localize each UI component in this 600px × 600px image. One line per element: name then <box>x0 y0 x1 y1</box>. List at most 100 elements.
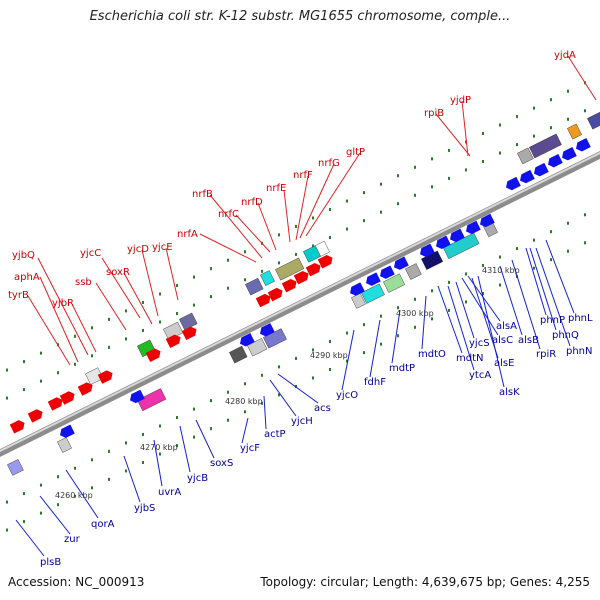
leader-line <box>101 257 141 319</box>
gene-label[interactable]: ssb <box>75 277 92 288</box>
scale-label: 4300 kbp <box>396 309 434 318</box>
gene-label[interactable]: nrfC <box>218 209 239 220</box>
leader-line <box>435 113 471 157</box>
gene-label[interactable]: nrfE <box>266 183 286 194</box>
label-leaders <box>15 55 597 557</box>
gene-label[interactable]: acs <box>314 403 331 414</box>
gene-label[interactable]: aphA <box>14 272 40 283</box>
gene-label[interactable]: yjdP <box>450 95 471 106</box>
tick-dot <box>57 371 59 375</box>
leader-line <box>235 214 271 253</box>
tick-dot <box>414 193 416 197</box>
chromosome-backbone-highlight <box>0 151 600 453</box>
tick-dot <box>550 230 552 234</box>
gene-features <box>7 111 600 476</box>
tick-dot <box>6 500 8 504</box>
gene-label[interactable]: yjcO <box>336 390 358 401</box>
gene-label[interactable]: nrfG <box>318 158 340 169</box>
leader-line <box>305 152 361 237</box>
tick-dot <box>193 275 195 279</box>
gene-label[interactable]: yjcS <box>469 338 490 349</box>
gene-label[interactable]: nrfA <box>177 229 198 240</box>
tick-dot <box>312 348 314 352</box>
gene-label[interactable]: gltP <box>346 147 365 158</box>
gene-label[interactable]: nrfB <box>192 189 213 200</box>
gene-label[interactable]: tyrB <box>8 290 29 301</box>
tick-dot <box>363 323 365 327</box>
gene-label[interactable]: nrfD <box>241 197 263 208</box>
gene-label[interactable]: actP <box>264 429 286 440</box>
gene-label[interactable]: uvrA <box>158 487 181 498</box>
gene-label[interactable]: fdhF <box>364 377 386 388</box>
gene-label[interactable]: yjcB <box>187 473 208 484</box>
gene-label[interactable]: mdtN <box>456 353 484 364</box>
tick-dot <box>567 117 569 121</box>
gene-label[interactable]: yjcF <box>240 443 260 454</box>
gene-label[interactable]: phnL <box>568 313 593 324</box>
gene-label[interactable]: alsE <box>494 358 514 369</box>
gene-label[interactable]: yjbS <box>134 503 155 514</box>
leader-line <box>369 319 381 378</box>
gene-label[interactable]: zur <box>64 534 81 545</box>
gene-label[interactable]: rpiR <box>536 349 556 360</box>
gene-label[interactable]: soxR <box>106 267 130 278</box>
tick-dot <box>210 399 212 403</box>
tick-dot <box>261 269 263 273</box>
tick-dot <box>210 267 212 271</box>
gene-label[interactable]: phnQ <box>552 330 579 341</box>
tick-dot <box>108 317 110 321</box>
gene-arrow <box>293 270 309 285</box>
leader-line <box>179 425 191 473</box>
tick-dot <box>499 283 501 287</box>
gene-label[interactable]: phnN <box>566 346 593 357</box>
reverse-gene-labels: plsB zur qorA yjbS uvrA yjcB soxS yjcF a… <box>40 313 593 568</box>
tick-dot <box>363 219 365 223</box>
tick-dot <box>40 483 42 487</box>
forward-gene-labels: tyrB aphA yjbQ yjbR ssb yjcC soxR yjcD y… <box>8 50 576 309</box>
gene-label[interactable]: alsB <box>518 335 539 346</box>
leader-line <box>391 309 401 364</box>
leader-line <box>299 163 335 239</box>
tick-dot <box>6 528 8 532</box>
gene-label[interactable]: yjbR <box>52 298 74 309</box>
gene-label[interactable]: yjcD <box>127 244 149 255</box>
leader-line <box>123 272 153 325</box>
gene-label[interactable]: nrfF <box>293 170 313 181</box>
gene-arrow <box>27 409 43 423</box>
tick-dot <box>329 340 331 344</box>
tick-dot <box>91 354 93 358</box>
gene-label[interactable]: yjcC <box>80 248 101 259</box>
tick-dot <box>227 390 229 394</box>
gene-block <box>245 277 264 296</box>
gene-label[interactable]: yjbQ <box>12 250 35 261</box>
gene-label[interactable]: phnP <box>540 315 565 326</box>
gene-label[interactable]: plsB <box>40 557 61 568</box>
gene-label[interactable]: alsC <box>492 335 513 346</box>
gene-label[interactable]: alsA <box>496 321 517 332</box>
tick-dot <box>397 174 399 178</box>
gene-arrow <box>47 397 63 411</box>
gene-label[interactable]: ytcA <box>469 370 491 381</box>
gene-label[interactable]: qorA <box>91 519 115 530</box>
gene-arrow <box>130 389 145 404</box>
gene-label[interactable]: mdtP <box>389 363 415 374</box>
gene-label[interactable]: alsK <box>499 387 520 398</box>
leader-line <box>529 247 557 331</box>
gene-label[interactable]: mdtO <box>418 349 446 360</box>
gene-label[interactable]: soxS <box>210 458 233 469</box>
leader-line <box>199 233 257 263</box>
gene-label[interactable]: yjcH <box>291 416 313 427</box>
tick-dot <box>176 284 178 288</box>
gene-label[interactable]: yjdA <box>554 50 576 61</box>
gene-label[interactable]: rpiB <box>424 108 444 119</box>
leader-line <box>39 276 79 363</box>
tick-dot <box>176 312 178 316</box>
tick-dot <box>465 300 467 304</box>
tick-dot <box>329 236 331 240</box>
tick-dot <box>74 362 76 366</box>
gene-label[interactable]: yjcE <box>152 242 173 253</box>
tick-dot <box>295 384 297 388</box>
tick-dot <box>244 410 246 414</box>
gene-block <box>229 345 248 364</box>
